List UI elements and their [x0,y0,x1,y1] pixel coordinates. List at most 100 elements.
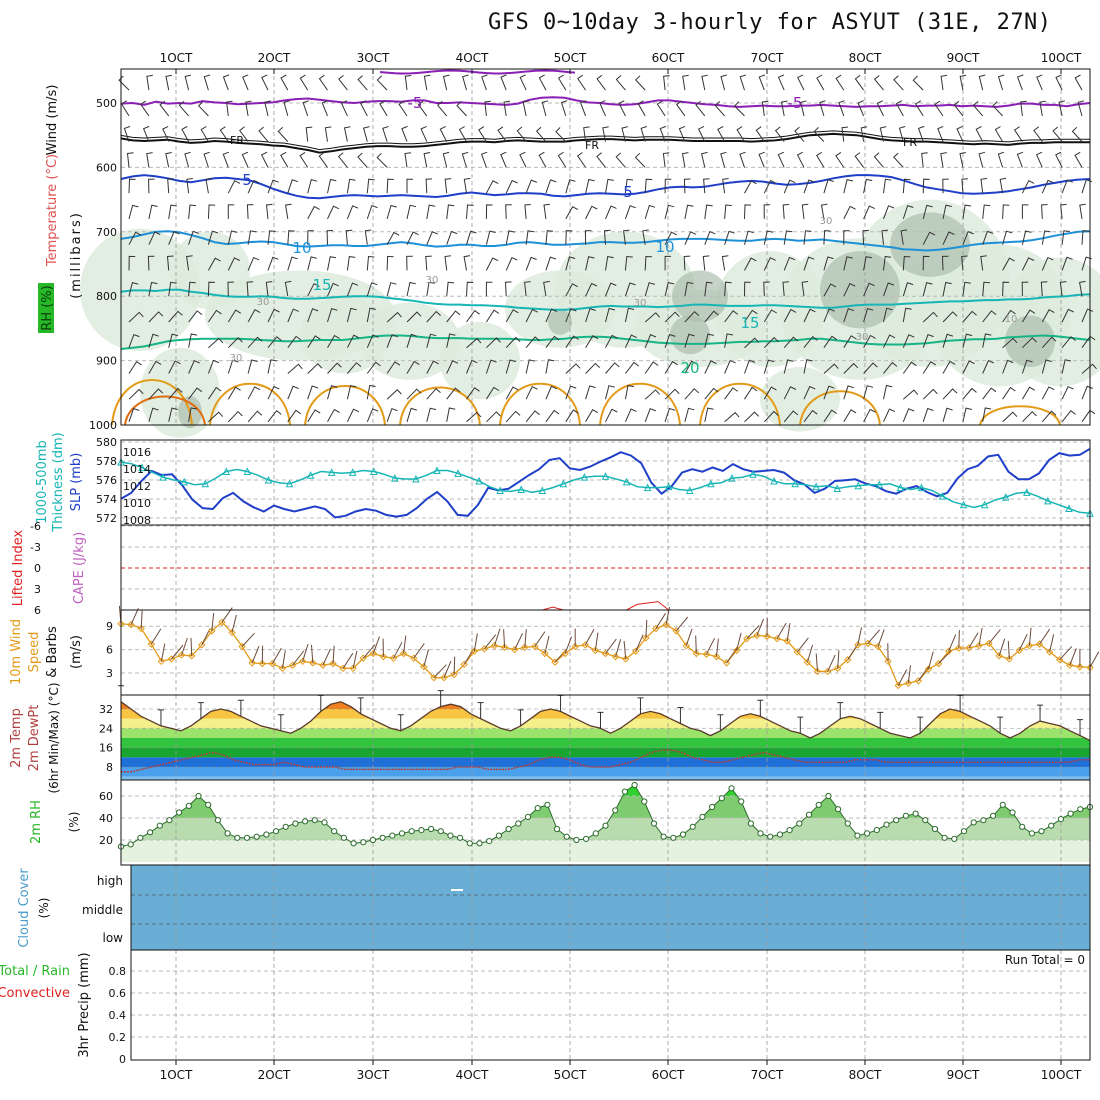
wind-barb [168,360,181,374]
wind-barb [181,126,190,142]
rh-marker [1009,809,1016,816]
isotherm-label-2: FR [230,134,244,147]
wind-speed-marker [854,641,862,649]
thickness-axis-label-1: 1000-500mb [35,440,50,524]
wind-barb [426,387,441,400]
wind-barb [664,178,672,194]
wind-barb-10m [623,640,627,660]
wind-barb-10m [988,629,1001,644]
chart-title: GFS 0~10day 3-hourly for ASYUT (31E, 27N… [488,10,1052,35]
wind-barb [442,151,450,168]
wind-barb [307,256,318,271]
wind-barb [942,178,949,194]
wind-barb [722,178,729,194]
wind-barb [656,100,666,117]
wind-barb [525,179,538,194]
wind-speed-marker [198,641,206,649]
wind-barb [227,281,235,297]
upper-ytick-900: 900 [96,355,117,368]
wind-barb [664,360,678,374]
rh-axis-label: RH (%) [40,285,55,330]
thickness-marker [559,479,568,488]
wind-barb [1039,100,1046,116]
wind-barb [147,255,155,271]
wind-barb [783,410,799,423]
wind-speed-marker [743,634,751,643]
wind-barb [227,257,241,271]
isotherm-label-8: 10 [655,238,674,256]
wind-barb [1021,386,1036,400]
wind-barb [376,75,388,91]
wind-barb [545,359,555,374]
wind-barb [873,152,884,168]
wind-barb [684,407,695,422]
wind-barb [318,152,328,168]
wind-barb [283,100,290,117]
wind-barb [565,283,578,297]
rh-marker [428,825,435,833]
wind-barb [247,230,257,245]
rh-marker [563,833,570,840]
wind-speed-marker [500,643,509,651]
wind-barb-10m [503,629,506,648]
wind-barb [684,281,694,297]
wind-speed-marker [187,652,196,660]
wind-speed-marker [561,649,569,658]
wind-barb [959,152,966,168]
wind-barb [442,74,450,91]
wind-barb [942,360,956,374]
wind-barb [744,230,755,245]
wind-barb-10m [494,628,501,646]
rh-label-0: 30 [426,275,439,286]
wind-barb [346,385,357,400]
wind-barb [883,408,896,423]
isotherm-label-7: 10 [292,239,311,257]
thickness-marker [201,479,210,488]
wind-barb [744,257,757,271]
wind-barb [684,310,700,323]
wind-barb [406,281,416,297]
isotherm-minus5-top [379,69,576,75]
wind-barb [637,100,646,117]
x-label-top-7: 7OCT [751,51,784,65]
precip-total-label: Total / Rain [0,964,70,979]
wind-barb-10m [423,649,429,667]
rh2m-units: (%) [67,812,81,833]
upper-ytick-1000: 1000 [89,419,117,432]
wind-barb [819,100,826,117]
temp-errorbar [877,711,884,729]
wind-barb [207,309,222,323]
wind-speed-marker [470,647,478,655]
wind-barb [863,362,878,374]
wind-tick-9: 9 [106,620,113,633]
wind-barb [1036,74,1043,91]
wind-barb [823,385,835,400]
wind-barb [504,281,512,297]
wind-barb [942,407,953,422]
wind-speed-marker [975,641,983,650]
rh-marker [515,820,522,827]
wind-barb [704,230,716,245]
wind-barb [972,101,984,117]
warm-contour-1 [124,395,206,426]
rh-marker [1067,810,1074,817]
wind-barb [1061,256,1073,271]
rh-marker [1019,823,1026,830]
wind-barb [900,229,908,245]
rh-marker [999,801,1006,808]
thickness-marker [391,473,399,482]
wind-barb [934,100,944,117]
wind-barb [883,205,895,220]
wind-barb [307,385,319,400]
wind-barb [857,100,865,117]
wind-speed-marker [763,632,771,641]
wind-barb [803,385,816,400]
wind-barb [140,100,150,117]
warm-contour-2 [209,382,291,426]
warm-contour-7 [699,382,781,426]
wind-barb [406,204,417,220]
wind-speed-marker [258,659,267,668]
wind-speed-marker [167,655,176,663]
wind-barb [386,178,394,194]
wind-barb [596,74,606,91]
